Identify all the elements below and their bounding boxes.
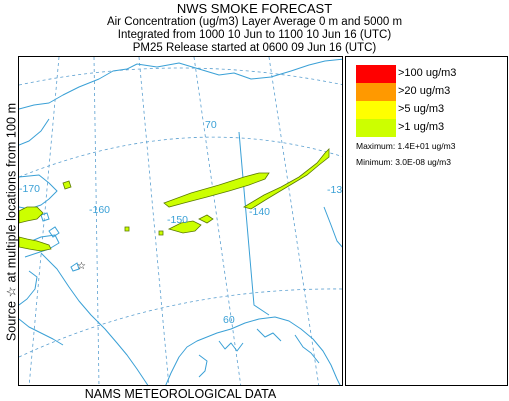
lon-label-140: -140 (249, 206, 270, 218)
legend-label-5: >5 ug/m3 (398, 103, 445, 115)
plume-speck-3 (158, 230, 164, 236)
islands (40, 212, 80, 272)
legend-label-20: >20 ug/m3 (398, 85, 451, 97)
legend-row-20: >20 ug/m3 (356, 83, 496, 101)
lon-label-170: -170 (19, 183, 40, 195)
legend-minimum: Minimum: 3.0E-08 ug/m3 (356, 157, 451, 167)
legend-swatch-1 (356, 119, 396, 137)
source-side-label-text: Source ☆ at multiple locations from 100 … (4, 102, 19, 341)
page-title: NWS SMOKE FORECAST (176, 1, 333, 16)
plume-southwest (19, 236, 52, 252)
legend-row-5: >5 ug/m3 (356, 101, 496, 119)
plume-speck-2 (124, 226, 130, 232)
legend-maximum: Maximum: 1.4E+01 ug/m3 (356, 141, 456, 151)
lon-label-160: -160 (89, 204, 110, 216)
subtitle-concentration: Air Concentration (ug/m3) Layer Average … (106, 16, 403, 28)
plume-central (163, 172, 270, 208)
lon-label-150: -150 (167, 214, 188, 226)
alaska-map: ☆ -170 -160 -150 -140 -130 70 60 (19, 57, 343, 385)
border-line (238, 131, 270, 316)
legend-swatch-100 (356, 65, 396, 83)
lat-label-70: 70 (205, 119, 217, 131)
legend-row-1: >1 ug/m3 (356, 119, 496, 137)
plume-east (243, 148, 330, 210)
legend-swatch-20 (356, 83, 396, 101)
legend-label-100: >100 ug/m3 (398, 67, 457, 79)
subtitle-release: PM25 Release started at 0600 09 Jun 16 (… (132, 42, 377, 54)
legend-swatch-5 (356, 101, 396, 119)
legend-label-1: >1 ug/m3 (398, 121, 445, 133)
lon-label-130: -130 (327, 184, 343, 196)
coastline (19, 58, 342, 385)
plume-west (19, 206, 44, 224)
source-star-icon: ☆ (77, 261, 86, 272)
subtitle-integration: Integrated from 1000 10 Jun to 1100 10 J… (117, 29, 392, 41)
plume-speck-1 (62, 180, 72, 190)
graticule-labels: -170 -160 -150 -140 -130 70 60 (19, 119, 343, 326)
graticule (19, 57, 342, 385)
map-panel: ☆ -170 -160 -150 -140 -130 70 60 (18, 56, 343, 386)
lat-label-60: 60 (223, 314, 235, 326)
smoke-plumes (19, 148, 330, 252)
legend-row-100: >100 ug/m3 (356, 65, 496, 83)
legend-panel: >100 ug/m3 >20 ug/m3 >5 ug/m3 >1 ug/m3 M… (345, 56, 508, 386)
footer-data-source: NAMS METEOROLOGICAL DATA (84, 387, 277, 401)
plume-mid (167, 220, 202, 234)
plume-mid-small (198, 214, 214, 224)
